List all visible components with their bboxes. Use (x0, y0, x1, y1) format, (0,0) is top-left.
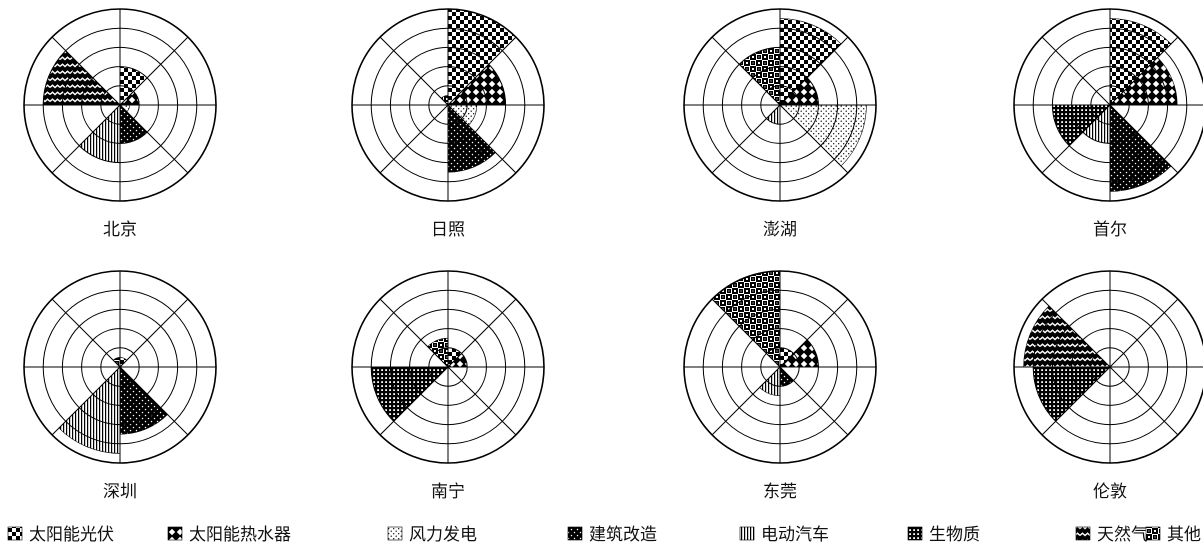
legend-item-3: 建筑改造 (567, 525, 657, 545)
legend-item-6: 天然气 (1075, 525, 1148, 545)
legend: 太阳能光伏 太阳能热水器 风力发电 建筑改造 电动汽车 生物质 天然气 其他 (7, 525, 1201, 545)
city-chart-6: 东莞 (683, 270, 877, 502)
legend-label: 天然气 (1097, 525, 1148, 545)
grid-spoke (51, 36, 121, 106)
city-label: 日照 (431, 220, 465, 240)
grid-spoke (119, 298, 189, 368)
legend-item-2: 风力发电 (387, 525, 477, 545)
legend-label: 太阳能光伏 (29, 525, 114, 545)
grid-spoke (779, 366, 849, 436)
legend-item-0: 太阳能光伏 (7, 525, 114, 545)
legend-label: 风力发电 (409, 525, 477, 545)
legend-item-7: 其他 (1145, 525, 1201, 545)
legend-label: 其他 (1167, 525, 1201, 545)
sector-其他 (738, 47, 781, 106)
city-label: 东莞 (763, 482, 797, 502)
legend-swatch (167, 526, 183, 541)
sector-风力发电 (779, 104, 867, 167)
grid-spoke (379, 366, 449, 436)
city-label: 深圳 (103, 482, 137, 502)
legend-swatch (907, 526, 923, 541)
grid-spoke (51, 366, 121, 436)
legend-swatch (1075, 526, 1091, 541)
grid-spoke (119, 366, 189, 436)
grid-spoke (379, 104, 449, 174)
legend-label: 太阳能热水器 (189, 525, 291, 545)
legend-label: 电动汽车 (761, 525, 829, 545)
grid-spoke (779, 36, 849, 106)
grid-spoke (119, 104, 189, 174)
grid-spoke (447, 104, 517, 174)
legend-swatch (1145, 526, 1161, 541)
sector-电动汽车 (759, 366, 781, 397)
sector-建筑改造 (1109, 104, 1172, 192)
grid-spoke (1041, 366, 1111, 436)
sector-太阳能光伏 (779, 18, 842, 106)
grid-spoke (379, 298, 449, 368)
city-chart-7: 伦敦 (1013, 270, 1203, 502)
sector-电动汽车 (765, 104, 781, 125)
legend-item-5: 生物质 (907, 525, 980, 545)
legend-swatch (7, 526, 23, 541)
sector-其他 (427, 337, 449, 368)
grid-spoke (379, 36, 449, 106)
legend-label: 生物质 (929, 525, 980, 545)
grid-spoke (1041, 298, 1111, 368)
grid-spoke (1109, 366, 1179, 436)
legend-item-4: 电动汽车 (739, 525, 829, 545)
city-chart-3: 首尔 (1013, 8, 1203, 240)
grid-spoke (447, 366, 517, 436)
city-chart-4: 深圳 (23, 270, 217, 502)
sector-太阳能光伏 (1109, 18, 1172, 106)
grid-spoke (1041, 36, 1111, 106)
grid-spoke (711, 298, 781, 368)
legend-swatch (567, 526, 583, 541)
grid-spoke (1109, 104, 1179, 174)
grid-spoke (51, 104, 121, 174)
sector-电动汽车 (78, 104, 121, 163)
legend-swatch (739, 526, 755, 541)
sector-天然气 (1023, 305, 1111, 368)
grid-spoke (1109, 298, 1179, 368)
legend-swatch (387, 526, 403, 541)
city-chart-0: 北京 (23, 8, 217, 240)
grid-spoke (119, 36, 189, 106)
city-label: 澎湖 (763, 220, 797, 240)
sector-天然气 (42, 50, 121, 106)
city-label: 南宁 (431, 482, 465, 502)
grid-spoke (447, 36, 517, 106)
grid-spoke (711, 366, 781, 436)
sector-电动汽车 (58, 366, 121, 454)
grid-spoke (711, 104, 781, 174)
sector-生物质 (1032, 366, 1111, 422)
grid-spoke (711, 36, 781, 106)
legend-item-1: 太阳能热水器 (167, 525, 291, 545)
city-chart-5: 南宁 (351, 270, 545, 502)
grid-spoke (51, 298, 121, 368)
grid-spoke (1041, 104, 1111, 174)
grid-spoke (1109, 36, 1179, 106)
city-chart-2: 澎湖 (683, 8, 877, 240)
grid-spoke (779, 104, 849, 174)
sector-建筑改造 (779, 366, 795, 387)
city-label: 首尔 (1093, 220, 1127, 240)
city-label: 伦敦 (1093, 482, 1127, 502)
city-chart-1: 日照 (351, 8, 545, 240)
grid-spoke (779, 298, 849, 368)
grid-spoke (447, 298, 517, 368)
city-label: 北京 (103, 220, 137, 240)
legend-label: 建筑改造 (589, 525, 657, 545)
sector-生物质 (370, 366, 449, 422)
sector-其他 (711, 270, 781, 368)
